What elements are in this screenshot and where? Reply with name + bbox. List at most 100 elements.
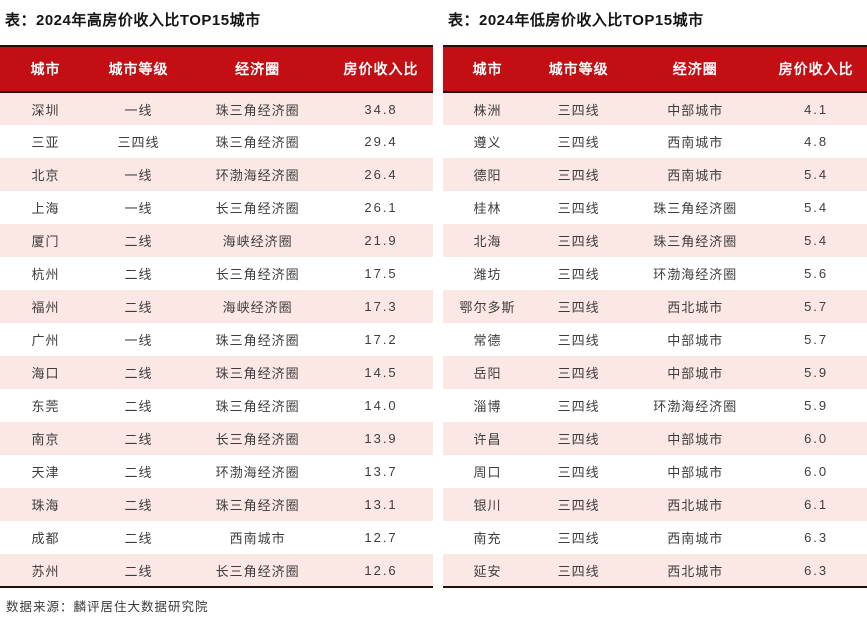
table-cell: 海口 [31, 366, 60, 381]
ratio-cell: 6.3 [765, 554, 867, 588]
table-row: 厦门 二线 海峡经济圈 21.9 [0, 224, 433, 257]
table-cell: 二线 [124, 465, 153, 480]
column-header-ratio: 房价收入比 [329, 45, 433, 93]
ratio-cell: 6.0 [804, 431, 829, 446]
table-cell: 珠三角经济圈 [215, 366, 300, 381]
ratio-cell: 13.9 [364, 431, 398, 446]
table-cell: 三四线 [557, 168, 600, 183]
table-cell: 北海 [473, 234, 502, 249]
table-row: 潍坊 三四线 环渤海经济圈 5.6 [443, 257, 867, 290]
table-cell: 二线 [124, 300, 153, 315]
ratio-cell: 5.6 [804, 266, 829, 281]
ratio-cell: 13.7 [364, 464, 398, 479]
table-cell: 三四线 [557, 432, 600, 447]
table-cell: 环渤海经济圈 [215, 168, 300, 183]
table-cell: 中部城市 [667, 465, 724, 480]
header-row: 城市 城市等级 经济圈 房价收入比 [0, 45, 433, 93]
ratio-cell: 5.4 [804, 200, 829, 215]
table-cell: 三四线 [557, 333, 600, 348]
table-cell: 银川 [473, 498, 502, 513]
table-cell: 二线 [124, 498, 153, 513]
table-cell: 珠三角经济圈 [653, 234, 738, 249]
table-cell: 三四线 [557, 366, 600, 381]
ratio-cell: 6.0 [804, 464, 829, 479]
table-cell: 深圳 [31, 102, 60, 118]
table-cell: 杭州 [31, 267, 60, 282]
table-cell: 三四线 [557, 399, 600, 414]
table-cell: 株洲 [473, 102, 502, 118]
table-row: 杭州 二线 长三角经济圈 17.5 [0, 257, 433, 290]
column-header-region: 经济圈 [625, 45, 766, 93]
table-cell: 三亚 [31, 135, 60, 150]
table-cell: 南充 [473, 531, 502, 546]
ratio-cell: 17.3 [364, 299, 398, 314]
column-header-tier: 城市等级 [90, 45, 187, 93]
ratio-cell: 17.2 [364, 332, 398, 347]
table-cell: 中部城市 [667, 333, 724, 348]
table-row: 东莞 二线 珠三角经济圈 14.0 [0, 389, 433, 422]
column-header-city: 城市 [0, 45, 91, 93]
table-row: 北京 一线 环渤海经济圈 26.4 [0, 158, 433, 191]
table-cell: 中部城市 [667, 432, 724, 447]
table-cell: 岳阳 [473, 366, 502, 381]
table-cell: 一线 [124, 333, 153, 348]
table-cell: 二线 [124, 399, 153, 414]
table-row: 海口 二线 珠三角经济圈 14.5 [0, 356, 433, 389]
ratio-cell: 5.4 [804, 233, 829, 248]
table-cell: 中部城市 [667, 102, 724, 118]
table-cell: 西北城市 [667, 498, 724, 513]
table-row: 南充 三四线 西南城市 6.3 [443, 521, 867, 554]
table-cell: 西北城市 [625, 554, 766, 588]
ratio-cell: 4.8 [804, 134, 829, 149]
table-cell: 海峡经济圈 [222, 300, 293, 315]
table-cell: 许昌 [473, 432, 502, 447]
table-row: 南京 二线 长三角经济圈 13.9 [0, 422, 433, 455]
table-cell: 长三角经济圈 [215, 201, 300, 216]
table-row: 银川 三四线 西北城市 6.1 [443, 488, 867, 521]
ratio-cell: 5.9 [804, 398, 829, 413]
table-row: 上海 一线 长三角经济圈 26.1 [0, 191, 433, 224]
column-header-region: 经济圈 [186, 45, 330, 93]
table-cell: 二线 [124, 432, 153, 447]
ratio-cell: 14.5 [364, 365, 398, 380]
table-cell: 珠海 [31, 498, 60, 513]
ratio-cell: 5.4 [804, 167, 829, 182]
table-cell: 中部城市 [667, 366, 724, 381]
high-ratio-table-block: 表：2024年高房价收入比TOP15城市 城市 城市等级 经济圈 房价收入比 深… [0, 0, 433, 588]
table-cell: 珠三角经济圈 [215, 498, 300, 513]
column-header-tier: 城市等级 [532, 45, 626, 93]
table-cell: 珠三角经济圈 [215, 102, 300, 118]
table-cell: 三四线 [557, 300, 600, 315]
table-row: 淄博 三四线 环渤海经济圈 5.9 [443, 389, 867, 422]
table-cell: 二线 [90, 554, 187, 588]
table-cell: 二线 [124, 531, 153, 546]
table-cell: 珠三角经济圈 [215, 135, 300, 150]
table-row: 福州 二线 海峡经济圈 17.3 [0, 290, 433, 323]
table-cell: 三四线 [557, 234, 600, 249]
table-cell: 长三角经济圈 [215, 432, 300, 447]
table-cell: 长三角经济圈 [186, 554, 330, 588]
ratio-cell: 14.0 [364, 398, 398, 413]
table-cell: 桂林 [473, 201, 502, 216]
table-cell: 三四线 [557, 465, 600, 480]
table-row: 桂林 三四线 珠三角经济圈 5.4 [443, 191, 867, 224]
ratio-cell: 26.1 [364, 200, 398, 215]
table-cell: 淄博 [473, 399, 502, 414]
table-row: 鄂尔多斯 三四线 西北城市 5.7 [443, 290, 867, 323]
table-row: 三亚 三四线 珠三角经济圈 29.4 [0, 125, 433, 158]
header-row: 城市 城市等级 经济圈 房价收入比 [443, 45, 867, 93]
table-cell: 二线 [124, 267, 153, 282]
table-row: 周口 三四线 中部城市 6.0 [443, 455, 867, 488]
ratio-cell: 21.9 [364, 233, 398, 248]
table-row: 延安 三四线 西北城市 6.3 [443, 554, 867, 588]
table-cell: 三四线 [557, 135, 600, 150]
table-cell: 三四线 [117, 135, 160, 150]
table-cell: 上海 [31, 201, 60, 216]
table-cell: 一线 [124, 102, 153, 118]
table-cell: 一线 [124, 201, 153, 216]
ratio-cell: 13.1 [364, 497, 398, 512]
ratio-cell: 5.7 [804, 299, 829, 314]
table-cell: 潍坊 [473, 267, 502, 282]
ratio-cell: 6.3 [804, 530, 829, 545]
